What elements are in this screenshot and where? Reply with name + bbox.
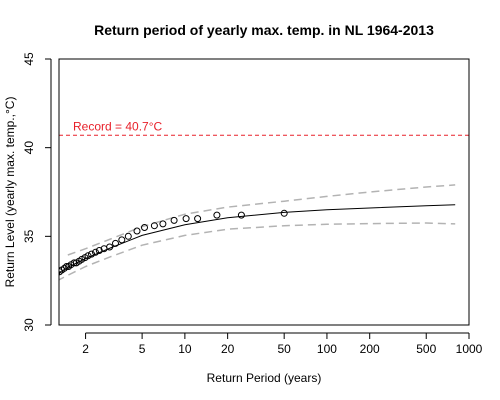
x-tick-label: 10: [178, 342, 192, 356]
y-tick-label: 30: [22, 318, 36, 332]
data-point: [150, 222, 158, 230]
x-tick-label: 50: [277, 342, 291, 356]
x-tick-label: 200: [360, 342, 380, 356]
upper-confidence-line: [67, 184, 456, 256]
data-point: [95, 247, 103, 254]
x-axis-title: Return Period (years): [207, 371, 322, 385]
data-point: [112, 239, 119, 247]
y-tick-label: 35: [22, 229, 36, 243]
y-tick-label: 40: [22, 141, 36, 155]
data-point: [170, 216, 178, 224]
x-tick-label: 5: [139, 342, 146, 356]
data-point: [194, 215, 202, 223]
confidence-band: [59, 184, 456, 281]
data-point: [133, 227, 141, 235]
x-tick-label: 500: [416, 342, 436, 356]
x-tick-label: 2: [82, 342, 89, 356]
data-point: [60, 264, 68, 272]
chart-title: Return period of yearly max. temp. in NL…: [94, 22, 434, 38]
observed-points: [59, 209, 288, 277]
data-point: [237, 211, 245, 219]
record-label: Record = 40.7°C: [73, 119, 163, 133]
x-axis: 2 5 10 20 50 100 200 500 1000: [82, 332, 483, 356]
data-point: [124, 232, 132, 240]
lower-confidence-line: [59, 222, 456, 281]
data-point: [106, 243, 114, 251]
x-tick-label: 20: [221, 342, 235, 356]
y-axis: 30 35 40 45: [22, 52, 52, 332]
data-point: [118, 236, 126, 244]
plot-frame: [58, 58, 470, 326]
data-point: [70, 259, 78, 267]
data-point: [159, 220, 167, 228]
data-point: [141, 224, 148, 231]
x-tick-label: 1000: [456, 342, 483, 356]
data-point: [92, 248, 99, 256]
data-point: [88, 250, 95, 258]
data-point: [280, 209, 288, 217]
data-point: [63, 263, 71, 270]
fitted-return-level-line: [59, 204, 456, 274]
data-point: [182, 215, 190, 223]
data-point: [84, 252, 92, 260]
data-point: [59, 271, 61, 277]
y-tick-label: 45: [22, 52, 36, 66]
y-axis-title: Return Level (yearly max. temp.,°C): [3, 97, 17, 288]
data-point: [213, 211, 221, 219]
x-tick-label: 100: [317, 342, 337, 356]
